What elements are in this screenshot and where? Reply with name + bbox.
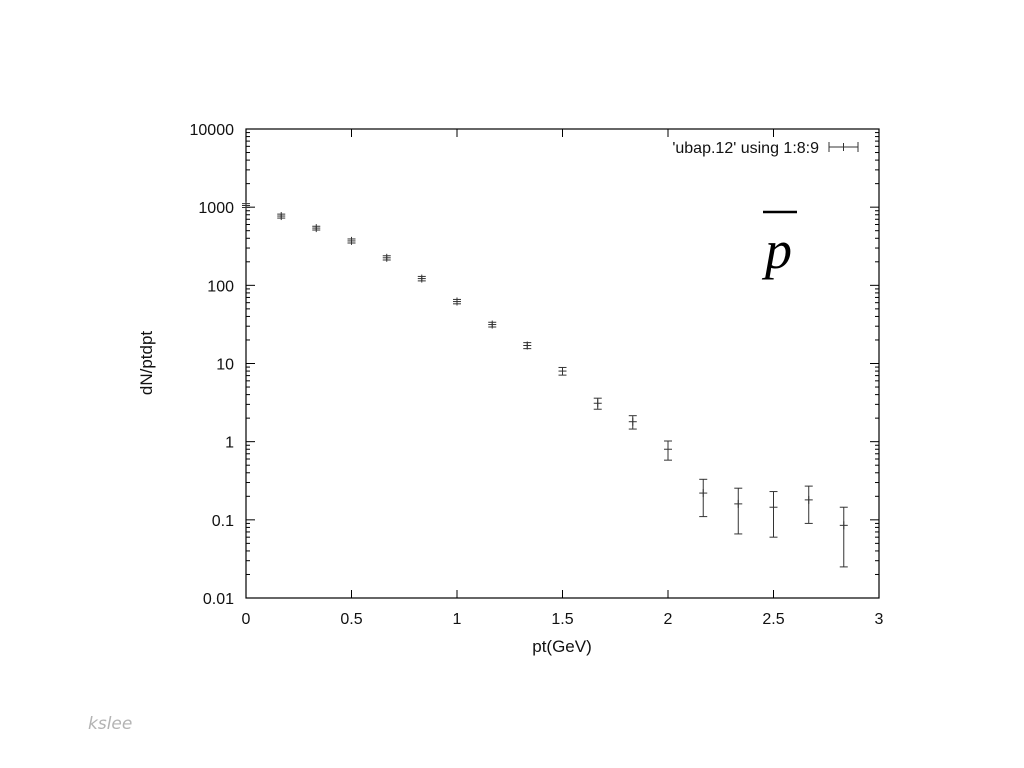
- data-point: [312, 224, 321, 233]
- footer-author: kslee: [88, 714, 133, 734]
- data-point: [558, 366, 567, 376]
- legend-marker: [828, 142, 859, 152]
- y-tick-label: 0.01: [203, 591, 234, 608]
- x-tick-label: 1.5: [551, 611, 573, 628]
- data-point: [453, 297, 461, 306]
- x-tick-label: 2: [664, 611, 673, 628]
- particle-symbol: p: [761, 220, 792, 280]
- x-tick-label: 0.5: [340, 611, 362, 628]
- axis-ticks: 0 0.5 1 1.5 2 2.5 3 10000 1000 100 10 1 0.1 0.01: [190, 122, 884, 628]
- y-axis-label: dN/ptdpt: [137, 331, 156, 396]
- data-point: [488, 320, 497, 329]
- legend: 'ubap.12' using 1:8:9: [672, 140, 859, 157]
- y-tick-label: 10: [216, 357, 234, 374]
- plot-frame: [245, 128, 880, 599]
- y-tick-label: 1000: [198, 200, 234, 217]
- data-point: [839, 506, 848, 568]
- y-tick-label: 1: [225, 435, 234, 452]
- data-point: [593, 397, 602, 410]
- y-tick-label: 100: [207, 278, 234, 295]
- data-point: [242, 201, 250, 210]
- data-point: [628, 415, 637, 430]
- particle-annotation: p: [761, 210, 797, 280]
- data-point: [664, 440, 672, 461]
- y-tick-label: 0.1: [212, 513, 234, 530]
- data-point: [523, 341, 532, 350]
- x-tick-label: 0: [242, 611, 251, 628]
- x-tick-label: 3: [875, 611, 884, 628]
- data-point: [804, 485, 813, 524]
- data-point: [417, 274, 426, 283]
- y-tick-label: 10000: [190, 122, 235, 139]
- data-point: [769, 491, 778, 538]
- x-axis-label: pt(GeV): [532, 637, 592, 656]
- data-point: [382, 253, 391, 262]
- x-tick-label: 1: [453, 611, 462, 628]
- data-point: [734, 487, 743, 535]
- x-tick-label: 2.5: [762, 611, 784, 628]
- data-point: [699, 478, 708, 518]
- legend-label: 'ubap.12' using 1:8:9: [672, 140, 819, 157]
- data-point: [347, 236, 356, 245]
- data-series: [242, 201, 848, 568]
- data-point: [277, 212, 286, 221]
